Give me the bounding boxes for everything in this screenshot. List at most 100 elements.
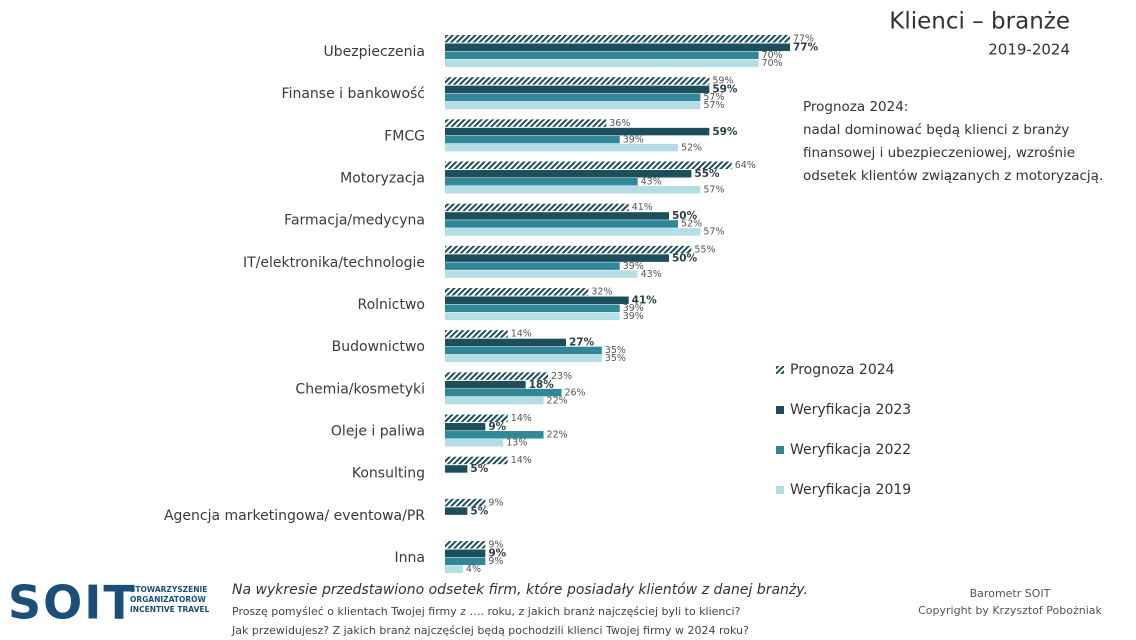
bar bbox=[445, 296, 629, 305]
value-label: 39% bbox=[623, 134, 644, 145]
bar bbox=[445, 59, 759, 67]
logo: SOIT bbox=[8, 576, 137, 630]
value-label: 43% bbox=[641, 269, 662, 280]
logo-line: ORGANIZATORÓW bbox=[130, 595, 206, 604]
bar bbox=[445, 254, 669, 262]
category-label: Budownictwo bbox=[332, 339, 425, 355]
logo-line: STOWARZYSZENIE bbox=[130, 585, 207, 594]
category-label: Konsulting bbox=[352, 466, 425, 482]
bar bbox=[445, 143, 678, 152]
bar bbox=[445, 228, 701, 236]
bar bbox=[445, 330, 508, 338]
bar bbox=[445, 498, 486, 507]
category-label: Chemia/kosmetyki bbox=[295, 381, 425, 397]
value-label: 57% bbox=[703, 100, 724, 111]
value-label: 22% bbox=[547, 430, 568, 441]
bar bbox=[445, 127, 710, 136]
bar bbox=[445, 51, 759, 59]
legend-swatch bbox=[776, 406, 784, 414]
value-label: 39% bbox=[623, 261, 644, 272]
bar bbox=[445, 101, 701, 110]
value-label: 32% bbox=[591, 287, 612, 298]
value-label: 14% bbox=[511, 455, 532, 466]
value-label: 13% bbox=[506, 438, 527, 449]
value-label: 70% bbox=[762, 50, 783, 61]
question: Jak przewidujesz? Z jakich branż najczęś… bbox=[231, 624, 749, 637]
value-label: 57% bbox=[703, 92, 724, 103]
bar bbox=[445, 161, 732, 170]
bar bbox=[445, 346, 602, 355]
bar bbox=[445, 372, 549, 380]
value-label: 35% bbox=[605, 353, 626, 364]
bar bbox=[445, 507, 468, 515]
bar bbox=[445, 304, 620, 313]
bar bbox=[445, 178, 638, 186]
category-label: Ubezpieczenia bbox=[324, 44, 426, 60]
value-label: 41% bbox=[632, 202, 653, 213]
legend-label: Weryfikacja 2022 bbox=[790, 442, 911, 458]
value-label: 14% bbox=[511, 413, 532, 424]
bar bbox=[445, 212, 669, 220]
value-label: 41% bbox=[632, 295, 658, 307]
chart-subtitle: 2019-2024 bbox=[988, 41, 1070, 59]
value-label: 22% bbox=[547, 395, 568, 406]
legend-label: Weryfikacja 2019 bbox=[790, 482, 911, 498]
value-label: 5% bbox=[470, 505, 488, 517]
bar bbox=[445, 135, 620, 144]
value-label: 39% bbox=[623, 303, 644, 314]
bar bbox=[445, 354, 602, 363]
bar bbox=[445, 288, 589, 296]
bar bbox=[445, 557, 486, 566]
value-label: 27% bbox=[569, 337, 595, 349]
category-label: Farmacja/medycyna bbox=[284, 213, 425, 229]
logo-line: INCENTIVE TRAVEL bbox=[130, 605, 210, 614]
category-label: Motoryzacja bbox=[340, 171, 425, 187]
bar bbox=[445, 396, 544, 405]
chart-title: Klienci – branże bbox=[889, 9, 1070, 35]
annotation: nadal dominować będą klienci z branży bbox=[803, 122, 1069, 138]
value-label: 57% bbox=[703, 185, 724, 196]
bar bbox=[445, 380, 526, 389]
bar bbox=[445, 431, 544, 439]
bar bbox=[445, 203, 629, 212]
bar bbox=[445, 43, 790, 51]
value-label: 59% bbox=[712, 84, 738, 96]
bar bbox=[445, 119, 607, 127]
category-label: Finanse i bankowość bbox=[282, 86, 425, 102]
annotation: odsetek klientów związanych z motoryzacj… bbox=[803, 168, 1103, 184]
bar bbox=[445, 77, 710, 85]
bar bbox=[445, 85, 710, 94]
value-label: 50% bbox=[672, 210, 698, 222]
bar bbox=[445, 388, 562, 397]
legend-label: Prognoza 2024 bbox=[790, 362, 895, 378]
value-label: 18% bbox=[529, 379, 555, 391]
value-label: 77% bbox=[793, 34, 814, 45]
value-label: 52% bbox=[681, 142, 702, 153]
value-label: 36% bbox=[609, 118, 630, 129]
value-label: 14% bbox=[511, 329, 532, 340]
bar bbox=[445, 439, 504, 447]
bar bbox=[445, 465, 468, 473]
footer-note: Na wykresie przedstawiono odsetek firm, … bbox=[232, 582, 808, 598]
value-label: 9% bbox=[488, 540, 503, 551]
value-label: 4% bbox=[466, 564, 481, 575]
value-label: 23% bbox=[551, 371, 572, 382]
bar bbox=[445, 220, 678, 228]
value-label: 59% bbox=[712, 126, 738, 138]
bar bbox=[445, 565, 463, 574]
bar bbox=[445, 245, 692, 254]
bar bbox=[445, 262, 620, 270]
legend-swatch bbox=[776, 486, 784, 494]
category-label: IT/elektronika/technologie bbox=[243, 255, 425, 271]
bar bbox=[445, 186, 701, 194]
category-label: Agencja marketingowa/ eventowa/PR bbox=[164, 508, 425, 524]
value-label: 43% bbox=[641, 177, 662, 188]
value-label: 9% bbox=[488, 548, 506, 560]
value-label: 57% bbox=[703, 227, 724, 238]
value-label: 55% bbox=[694, 244, 715, 255]
question: Proszę pomyśleć o klientach Twojej firmy… bbox=[232, 605, 741, 618]
value-label: 64% bbox=[735, 160, 756, 171]
bar bbox=[445, 338, 566, 347]
bar bbox=[445, 170, 692, 178]
copyright: Copyright by Krzysztof Pobożniak bbox=[918, 604, 1102, 617]
